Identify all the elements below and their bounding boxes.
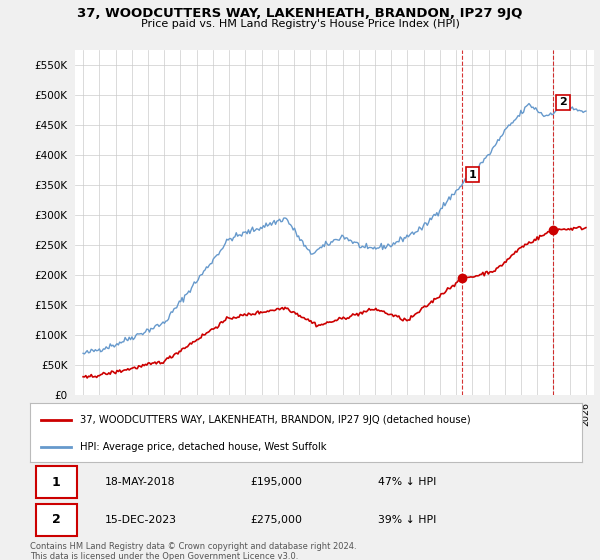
- Text: £275,000: £275,000: [251, 515, 303, 525]
- Text: Price paid vs. HM Land Registry's House Price Index (HPI): Price paid vs. HM Land Registry's House …: [140, 19, 460, 29]
- Text: HPI: Average price, detached house, West Suffolk: HPI: Average price, detached house, West…: [80, 442, 326, 452]
- FancyBboxPatch shape: [35, 503, 77, 536]
- Text: 2: 2: [559, 97, 567, 108]
- Text: 15-DEC-2023: 15-DEC-2023: [104, 515, 176, 525]
- FancyBboxPatch shape: [35, 466, 77, 498]
- Text: 18-MAY-2018: 18-MAY-2018: [104, 477, 175, 487]
- Text: 1: 1: [469, 170, 476, 180]
- Text: 47% ↓ HPI: 47% ↓ HPI: [378, 477, 436, 487]
- Text: 37, WOODCUTTERS WAY, LAKENHEATH, BRANDON, IP27 9JQ (detached house): 37, WOODCUTTERS WAY, LAKENHEATH, BRANDON…: [80, 414, 470, 424]
- Text: 37, WOODCUTTERS WAY, LAKENHEATH, BRANDON, IP27 9JQ: 37, WOODCUTTERS WAY, LAKENHEATH, BRANDON…: [77, 7, 523, 20]
- Text: £195,000: £195,000: [251, 477, 303, 487]
- Text: Contains HM Land Registry data © Crown copyright and database right 2024.
This d: Contains HM Land Registry data © Crown c…: [30, 542, 356, 560]
- Text: 2: 2: [52, 513, 61, 526]
- Text: 39% ↓ HPI: 39% ↓ HPI: [378, 515, 436, 525]
- Text: 1: 1: [52, 475, 61, 489]
